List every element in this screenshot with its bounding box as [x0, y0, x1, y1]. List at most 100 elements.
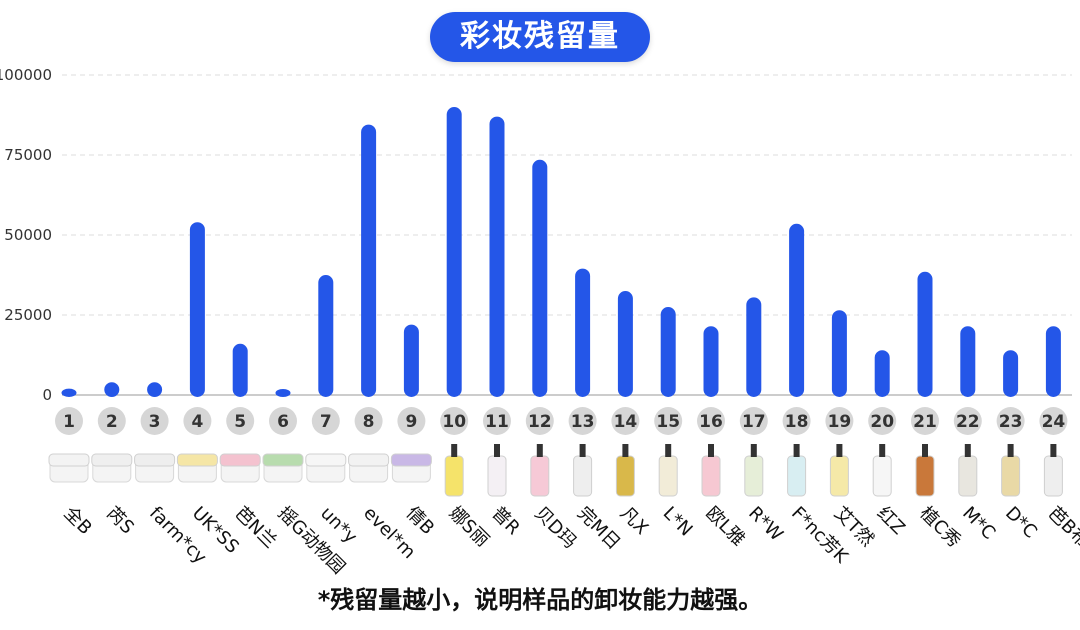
bar — [703, 326, 719, 397]
x-tick-label: 8 — [363, 412, 375, 432]
index-badge — [354, 407, 383, 435]
product-name: 欧L雅 — [701, 503, 748, 550]
x-tick-label: 7 — [320, 412, 332, 432]
index-badge — [697, 407, 725, 435]
bar — [789, 223, 805, 397]
chart-title-pill: 彩妆残留量 — [430, 12, 650, 62]
chart-title: 彩妆残留量 — [460, 19, 620, 54]
bar — [489, 116, 505, 397]
index-badge — [483, 407, 511, 435]
x-tick-label: 21 — [913, 412, 937, 432]
index-badge — [739, 407, 768, 435]
product-name: 凡X — [616, 503, 652, 539]
index-badge — [1039, 407, 1068, 435]
jar-lid — [390, 453, 432, 467]
bar — [232, 343, 248, 397]
index-badge — [440, 407, 469, 435]
bar — [275, 389, 291, 397]
product-name: 娜S丽 — [445, 503, 493, 551]
index-badge — [953, 407, 982, 435]
bottle-body — [872, 455, 892, 497]
bottle-body — [1043, 455, 1063, 497]
x-tick-label: 9 — [405, 412, 417, 432]
bottle-pump — [793, 444, 800, 457]
x-tick-label: 12 — [528, 412, 552, 432]
jar-lid — [219, 453, 261, 467]
x-tick-label: 16 — [699, 412, 723, 432]
x-tick-label: 2 — [106, 412, 118, 432]
bottle-body — [829, 455, 849, 497]
jar-lid — [91, 453, 133, 467]
bottle-pump — [622, 444, 629, 457]
index-badge — [397, 407, 426, 435]
x-tick-label: 1 — [63, 412, 75, 432]
index-badge — [97, 407, 126, 435]
product-name: 芭B布L — [1044, 503, 1080, 559]
bottle-pump — [536, 444, 543, 457]
index-badge — [654, 407, 683, 435]
product-name: 贝D玛 — [530, 503, 580, 553]
bottle-body — [787, 455, 807, 497]
bottle-pump — [1050, 444, 1057, 457]
bottle-body — [958, 455, 978, 497]
index-badge — [868, 407, 897, 435]
bottle-pump — [494, 444, 500, 457]
bar — [1003, 350, 1019, 397]
product-name: 倩B — [402, 503, 438, 539]
bottle-pump — [922, 444, 928, 457]
y-tick-label: 100000 — [0, 66, 52, 84]
x-tick-label: 5 — [234, 412, 246, 432]
bar — [532, 159, 548, 397]
bottle-body — [530, 455, 550, 497]
bottle-pump — [1007, 444, 1014, 457]
x-tick-label: 14 — [614, 412, 638, 432]
product-name: R*W — [744, 503, 787, 546]
x-tick-label: 11 — [485, 412, 509, 432]
product-name: M*C — [958, 503, 999, 544]
x-tick-label: 20 — [870, 412, 894, 432]
index-badge — [55, 407, 83, 435]
bar — [617, 291, 633, 397]
bottle-body — [915, 455, 935, 497]
product-name: 完M日 — [573, 503, 624, 554]
bar — [446, 107, 462, 397]
x-tick-label: 17 — [742, 412, 766, 432]
index-badge — [140, 407, 169, 435]
bar — [189, 222, 205, 397]
bar — [960, 326, 976, 397]
chart-footnote: *残留量越小，说明样品的卸妆能力越强。 — [317, 586, 763, 614]
bar — [874, 350, 890, 397]
jar-lid — [48, 453, 90, 467]
x-tick-label: 15 — [656, 412, 680, 432]
index-badge — [782, 407, 811, 435]
bottle-body — [487, 455, 507, 497]
bottle-body — [744, 455, 764, 497]
product-name: L*N — [659, 503, 697, 541]
index-badge — [911, 407, 939, 435]
y-tick-label: 0 — [42, 386, 52, 404]
bottle-pump — [879, 444, 886, 457]
x-tick-label: 23 — [999, 412, 1023, 432]
jar-lid — [134, 453, 176, 467]
bar — [660, 307, 676, 397]
product-name: 芮S — [102, 503, 138, 539]
bottle-body — [1001, 455, 1021, 497]
bar — [403, 324, 419, 397]
index-badge — [996, 407, 1025, 435]
index-badge — [311, 407, 340, 435]
bar — [104, 382, 120, 397]
x-tick-label: 3 — [149, 412, 161, 432]
bar — [318, 275, 334, 397]
bar — [746, 297, 762, 397]
bottle-pump — [451, 444, 458, 457]
bottle-pump — [708, 444, 714, 457]
index-badge — [525, 407, 554, 435]
bar — [831, 310, 847, 397]
y-tick-label: 25000 — [4, 306, 52, 324]
x-tick-label: 4 — [191, 412, 203, 432]
jar-lid — [176, 453, 218, 467]
jar-lid — [262, 453, 304, 467]
product-name: 全B — [59, 503, 95, 539]
